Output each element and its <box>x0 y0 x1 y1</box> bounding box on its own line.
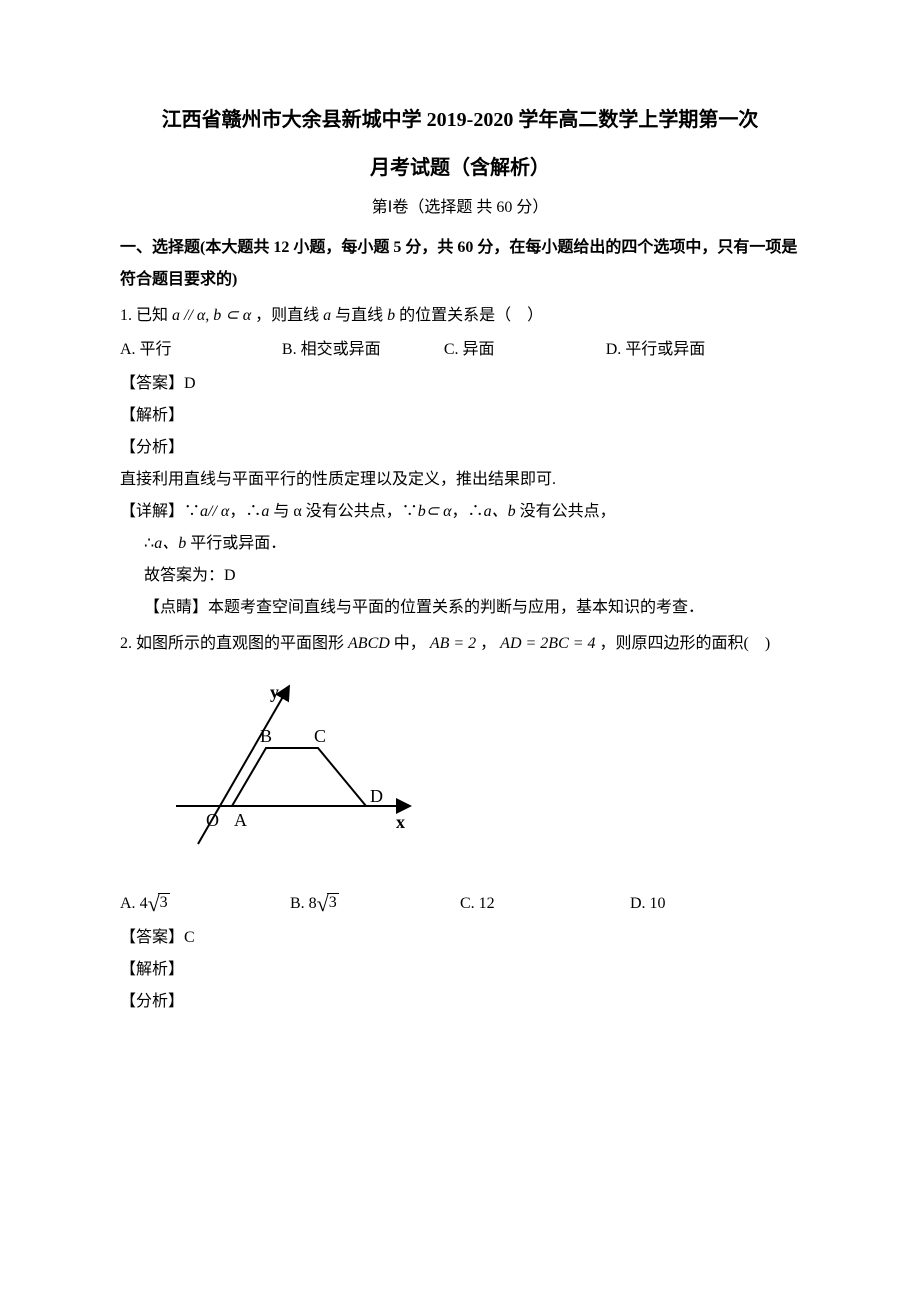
title-line-1: 江西省赣州市大余县新城中学 2019-2020 学年高二数学上学期第一次 <box>120 100 800 140</box>
q1-stem-suffix-1: ，则直线 <box>255 307 319 324</box>
q1-answer: 【答案】D <box>120 368 800 400</box>
q1-dianqing: 【点睛】本题考查空间直线与平面的位置关系的判断与应用，基本知识的考查． <box>120 592 800 624</box>
q2-b-prefix: B. <box>290 895 309 912</box>
q2-fenxi: 【分析】 <box>120 986 800 1018</box>
q1-xiangjie-line2: ∴a、b 平行或异面． <box>120 528 800 560</box>
q2-stem-prefix: 如图所示的直观图的平面图形 <box>136 635 344 652</box>
subtitle: 第Ⅰ卷（选择题 共 60 分） <box>120 192 800 224</box>
q2-stem-abcd: ABCD <box>348 635 390 652</box>
q1-xiangjie-line1: 【详解】∵a// α，∴a 与 α 没有公共点，∵b⊂ α，∴a、b 没有公共点… <box>120 496 800 528</box>
label-c: C <box>314 726 326 746</box>
q1-answer-block: 【答案】D 【解析】 【分析】 直接利用直线与平面平行的性质定理以及定义，推出结… <box>120 368 800 624</box>
q2-answer-value: C <box>184 929 195 946</box>
q1-fenxi-text: 直接利用直线与平面平行的性质定理以及定义，推出结果即可. <box>120 464 800 496</box>
label-b: B <box>260 726 272 746</box>
q2-stem-eq2: AD = 2BC = 4 <box>500 635 595 652</box>
q2-b-coef: 8 <box>309 895 317 912</box>
q2-stem-suffix: ，则原四边形的面积( ) <box>600 635 771 652</box>
q2-a-coef: 4 <box>140 895 148 912</box>
section-header: 一、选择题(本大题共 12 小题，每小题 5 分，共 60 分，在每小题给出的四… <box>120 232 800 296</box>
label-o: O <box>206 810 219 830</box>
q1-stem-suffix-2: 的位置关系是（ ） <box>399 307 543 324</box>
q1-x1c: ，∴ <box>229 503 261 520</box>
q2-answer: 【答案】C <box>120 922 800 954</box>
sqrt-icon: √3 <box>317 893 339 915</box>
q1-x2b: a、b <box>154 535 186 552</box>
q2-stem-eq1: AB = 2 <box>430 635 476 652</box>
q1-dianqing-text: 本题考查空间直线与平面的位置关系的判断与应用，基本知识的考查． <box>208 599 704 616</box>
q1-option-a: A. 平行 <box>120 334 282 366</box>
q1-dianqing-label: 【点睛】 <box>144 599 208 616</box>
label-x: x <box>396 812 405 832</box>
q2-answer-label: 【答案】 <box>120 929 184 946</box>
q1-x1e: 与 α 没有公共点，∵ <box>269 503 417 520</box>
q1-stem: 1. 已知 a // α, b ⊂ α ，则直线 a 与直线 b 的位置关系是（… <box>120 300 800 332</box>
label-a: A <box>234 810 247 830</box>
q2-options: A. 4√3 B. 8√3 C. 12 D. 10 <box>120 888 800 920</box>
q1-stem-prefix: 已知 <box>136 307 168 324</box>
q1-option-b: B. 相交或异面 <box>282 334 444 366</box>
q1-stem-b: b <box>387 307 395 324</box>
q1-stem-math: a // α, b ⊂ α <box>172 307 251 324</box>
q2-option-d: D. 10 <box>630 888 800 920</box>
title-line-2: 月考试题（含解析） <box>120 148 800 188</box>
label-y: y <box>270 682 279 702</box>
q2-b-rad: 3 <box>327 893 339 912</box>
q1-fenxi: 【分析】 <box>120 432 800 464</box>
q1-x1f: b⊂ α <box>418 503 452 520</box>
q1-x1i: 没有公共点， <box>516 503 616 520</box>
q1-jiexi: 【解析】 <box>120 400 800 432</box>
q1-xiangjie-line3: 故答案为：D <box>120 560 800 592</box>
q2-option-a: A. 4√3 <box>120 888 290 920</box>
q1-stem-a: a <box>323 307 331 324</box>
q1-stem-mid: 与直线 <box>335 307 387 324</box>
q1-option-c: C. 异面 <box>444 334 606 366</box>
q2-stem: 2. 如图所示的直观图的平面图形 ABCD 中， AB = 2 ， AD = 2… <box>120 628 800 660</box>
q1-num: 1. <box>120 307 132 324</box>
q2-a-rad: 3 <box>158 893 170 912</box>
label-d: D <box>370 786 383 806</box>
q2-answer-block: 【答案】C 【解析】 【分析】 <box>120 922 800 1018</box>
q2-num: 2. <box>120 635 132 652</box>
q1-answer-label: 【答案】 <box>120 375 184 392</box>
q2-option-b: B. 8√3 <box>290 888 460 920</box>
sqrt-icon: √3 <box>148 893 170 915</box>
q1-x1h: a、b <box>484 503 516 520</box>
q2-stem-comma1: ， <box>480 635 496 652</box>
q1-x1b: a// α <box>200 503 229 520</box>
q1-x2c: 平行或异面． <box>186 535 286 552</box>
q2-figure: y x O A B C D <box>176 676 800 868</box>
q2-a-prefix: A. <box>120 895 140 912</box>
q2-stem-mid: 中， <box>394 635 426 652</box>
q2-jiexi: 【解析】 <box>120 954 800 986</box>
q1-x2a: ∴ <box>144 535 154 552</box>
trapezoid-abcd <box>232 748 366 806</box>
q1-x1a: ∵ <box>184 503 200 520</box>
q1-xiangjie-label: 【详解】 <box>120 503 184 520</box>
q1-answer-value: D <box>184 375 196 392</box>
q1-options: A. 平行 B. 相交或异面 C. 异面 D. 平行或异面 <box>120 334 800 366</box>
q1-x1g: ，∴ <box>452 503 484 520</box>
q2-svg: y x O A B C D <box>176 676 416 856</box>
q1-option-d: D. 平行或异面 <box>606 334 800 366</box>
q2-option-c: C. 12 <box>460 888 630 920</box>
